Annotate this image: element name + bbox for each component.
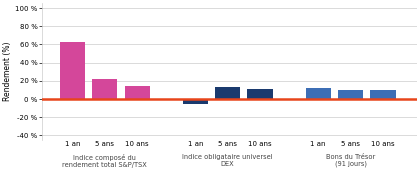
Bar (125, 86, 150, 99)
Bar (60, 42, 85, 99)
Bar (92, 79, 117, 99)
Bar (247, 89, 273, 99)
Bar (306, 88, 331, 99)
Text: Indice obligataire universel
DEX: Indice obligataire universel DEX (182, 154, 273, 167)
Bar (338, 90, 363, 99)
Bar (215, 87, 240, 99)
Text: Indice composé du
rendement total S&P/TSX: Indice composé du rendement total S&P/TS… (63, 154, 147, 168)
Bar (370, 90, 396, 99)
Text: Bons du Trésor
(91 jours): Bons du Trésor (91 jours) (326, 154, 375, 167)
Bar (183, 99, 208, 104)
Y-axis label: Rendement (%): Rendement (%) (3, 42, 13, 102)
